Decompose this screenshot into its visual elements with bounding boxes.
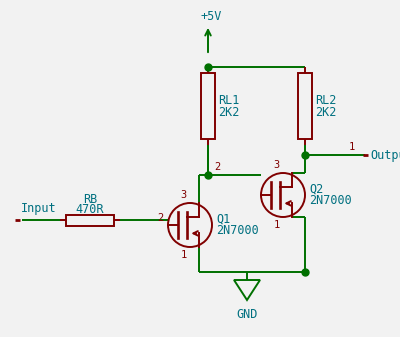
Text: RB: RB bbox=[83, 193, 97, 206]
Bar bbox=[66, 214, 114, 225]
Bar bbox=[298, 73, 312, 139]
Text: Q2: Q2 bbox=[309, 183, 323, 195]
Text: RL2: RL2 bbox=[315, 93, 336, 106]
Text: 3: 3 bbox=[180, 190, 186, 200]
Text: 1: 1 bbox=[180, 250, 186, 260]
Text: Input: Input bbox=[21, 202, 57, 215]
Text: 1: 1 bbox=[273, 220, 280, 230]
Text: 2N7000: 2N7000 bbox=[216, 224, 259, 238]
Text: 3: 3 bbox=[273, 160, 280, 170]
Text: RL1: RL1 bbox=[218, 93, 239, 106]
Text: +5V: +5V bbox=[200, 10, 222, 23]
Text: 1: 1 bbox=[349, 142, 355, 152]
Text: Output: Output bbox=[370, 149, 400, 161]
Text: 2K2: 2K2 bbox=[218, 105, 239, 119]
Text: 470R: 470R bbox=[76, 203, 104, 216]
Text: Q1: Q1 bbox=[216, 213, 230, 225]
Text: 2: 2 bbox=[158, 213, 164, 223]
Text: GND: GND bbox=[236, 308, 258, 321]
Text: 2: 2 bbox=[214, 162, 220, 172]
Text: 2K2: 2K2 bbox=[315, 105, 336, 119]
Text: 2N7000: 2N7000 bbox=[309, 194, 352, 208]
Bar bbox=[201, 73, 215, 139]
